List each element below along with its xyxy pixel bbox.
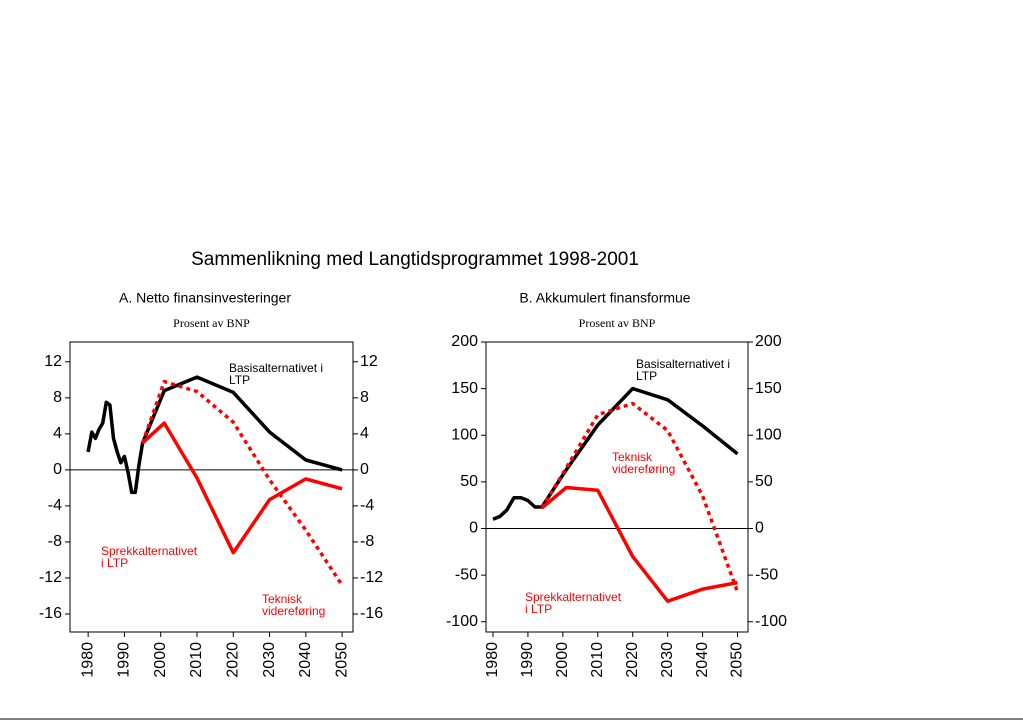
- y-tick-label: 150: [451, 380, 478, 397]
- y2-tick-label: 50: [755, 473, 773, 490]
- y2-tick-label: -50: [755, 566, 778, 583]
- x-tick-label: 1990: [116, 642, 133, 678]
- y2-tick-label: 12: [360, 353, 378, 370]
- y-tick-label: 12: [44, 353, 62, 370]
- y-tick-label: -8: [48, 533, 62, 550]
- x-tick-label: 2010: [188, 642, 205, 678]
- panel-title: A. Netto finansinvesteringer: [119, 290, 291, 306]
- y-tick-label: -4: [48, 497, 62, 514]
- axis-unit: Prosent av BNP: [173, 316, 250, 330]
- y2-tick-label: -8: [360, 533, 374, 550]
- y-tick-label: -16: [39, 605, 62, 622]
- line-series: [140, 379, 344, 587]
- y2-tick-label: 200: [755, 333, 782, 350]
- series-label: Teknisk videreføring: [262, 592, 326, 618]
- x-tick-label: 2030: [659, 642, 676, 678]
- plot-frame: [485, 341, 749, 633]
- y2-tick-label: -16: [360, 605, 383, 622]
- y2-tick-label: -100: [755, 613, 787, 630]
- x-tick-label: 1980: [79, 642, 96, 678]
- y2-tick-label: -12: [360, 569, 383, 586]
- x-tick-label: 2050: [333, 642, 350, 678]
- line-series: [540, 485, 738, 603]
- line-series: [141, 421, 343, 555]
- y2-tick-label: 0: [755, 520, 764, 537]
- x-tick-label: 2030: [261, 642, 278, 678]
- series-label: Basisalternativet i LTP: [636, 357, 731, 383]
- y2-tick-label: 100: [755, 426, 782, 443]
- y-tick-label: 50: [460, 473, 478, 490]
- y2-tick-label: 0: [360, 461, 369, 478]
- x-tick-label: 2020: [224, 642, 241, 678]
- y-tick-label: 0: [53, 461, 62, 478]
- series-label: Sprekkalternativet i LTP: [525, 590, 622, 616]
- x-tick-label: 2050: [729, 642, 746, 678]
- x-tick-label: 2010: [589, 642, 606, 678]
- series-label: Teknisk videreføring: [612, 450, 676, 476]
- y2-tick-label: -4: [360, 497, 374, 514]
- y-tick-label: 8: [53, 389, 62, 406]
- x-tick-label: 1980: [484, 642, 501, 678]
- x-tick-label: 1990: [519, 642, 536, 678]
- line-series: [86, 375, 343, 495]
- series-label: Sprekkalternativet i LTP: [101, 544, 198, 570]
- line-series: [540, 401, 740, 593]
- x-tick-label: 2040: [694, 642, 711, 678]
- panel-title: B. Akkumulert finansformue: [519, 290, 690, 306]
- y-tick-label: 200: [451, 333, 478, 350]
- y2-tick-label: 150: [755, 380, 782, 397]
- series-label: Basisalternativet i LTP: [229, 361, 324, 387]
- y-tick-label: -50: [455, 566, 478, 583]
- y-tick-label: 100: [451, 426, 478, 443]
- x-tick-label: 2040: [297, 642, 314, 678]
- x-tick-label: 2000: [152, 642, 169, 678]
- axis-unit: Prosent av BNP: [579, 316, 656, 330]
- line-series: [492, 386, 739, 521]
- y2-tick-label: 4: [360, 425, 369, 442]
- y-tick-label: 4: [53, 425, 62, 442]
- x-tick-label: 2000: [554, 642, 571, 678]
- y-tick-label: 0: [469, 520, 478, 537]
- y-tick-label: -100: [446, 613, 478, 630]
- y2-tick-label: 8: [360, 389, 369, 406]
- chart-title: Sammenlikning med Langtidsprogrammet 199…: [191, 249, 639, 270]
- y-tick-label: -12: [39, 569, 62, 586]
- plot-frame: [69, 341, 354, 633]
- x-tick-label: 2020: [624, 642, 641, 678]
